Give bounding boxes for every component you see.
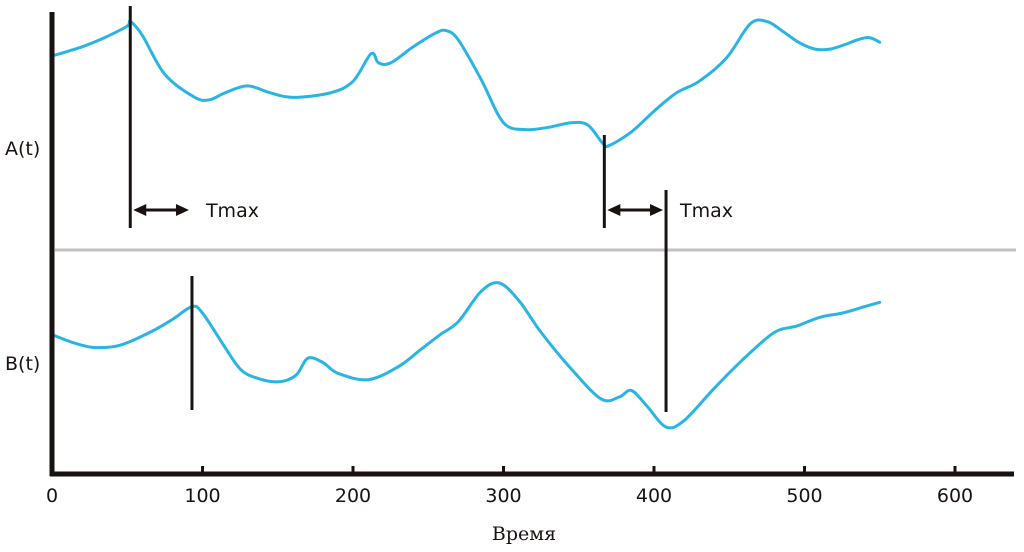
marker-group (128, 6, 668, 412)
panel-b-label: B(t) (5, 353, 40, 375)
x-tick-label-0: 0 (46, 485, 58, 507)
series-line-bt-0 (50, 281, 882, 430)
tmax-label-0: Tmax (205, 200, 259, 222)
tmax-arrow-head-left-1 (607, 204, 621, 216)
x-tick-label-4: 400 (636, 485, 672, 507)
panel-a-label: A(t) (5, 138, 40, 160)
tmax-arrow-head-left-0 (133, 204, 147, 216)
tmax-label-1: Tmax (679, 200, 733, 222)
series-line-at-0 (50, 18, 882, 149)
x-tick-group: 0 100 200 300 400 500 600 (46, 466, 973, 507)
tmax-arrow-head-right-0 (175, 204, 189, 216)
annotation-group: Tmax Tmax (133, 200, 733, 222)
x-tick-label-2: 200 (335, 485, 371, 507)
tmax-arrow-head-right-1 (650, 204, 664, 216)
x-tick-label-3: 300 (485, 485, 521, 507)
x-tick-label-6: 600 (937, 485, 973, 507)
series-group (50, 18, 882, 430)
x-axis-label: Время (492, 523, 556, 545)
x-tick-label-1: 100 (184, 485, 220, 507)
x-tick-label-5: 500 (786, 485, 822, 507)
